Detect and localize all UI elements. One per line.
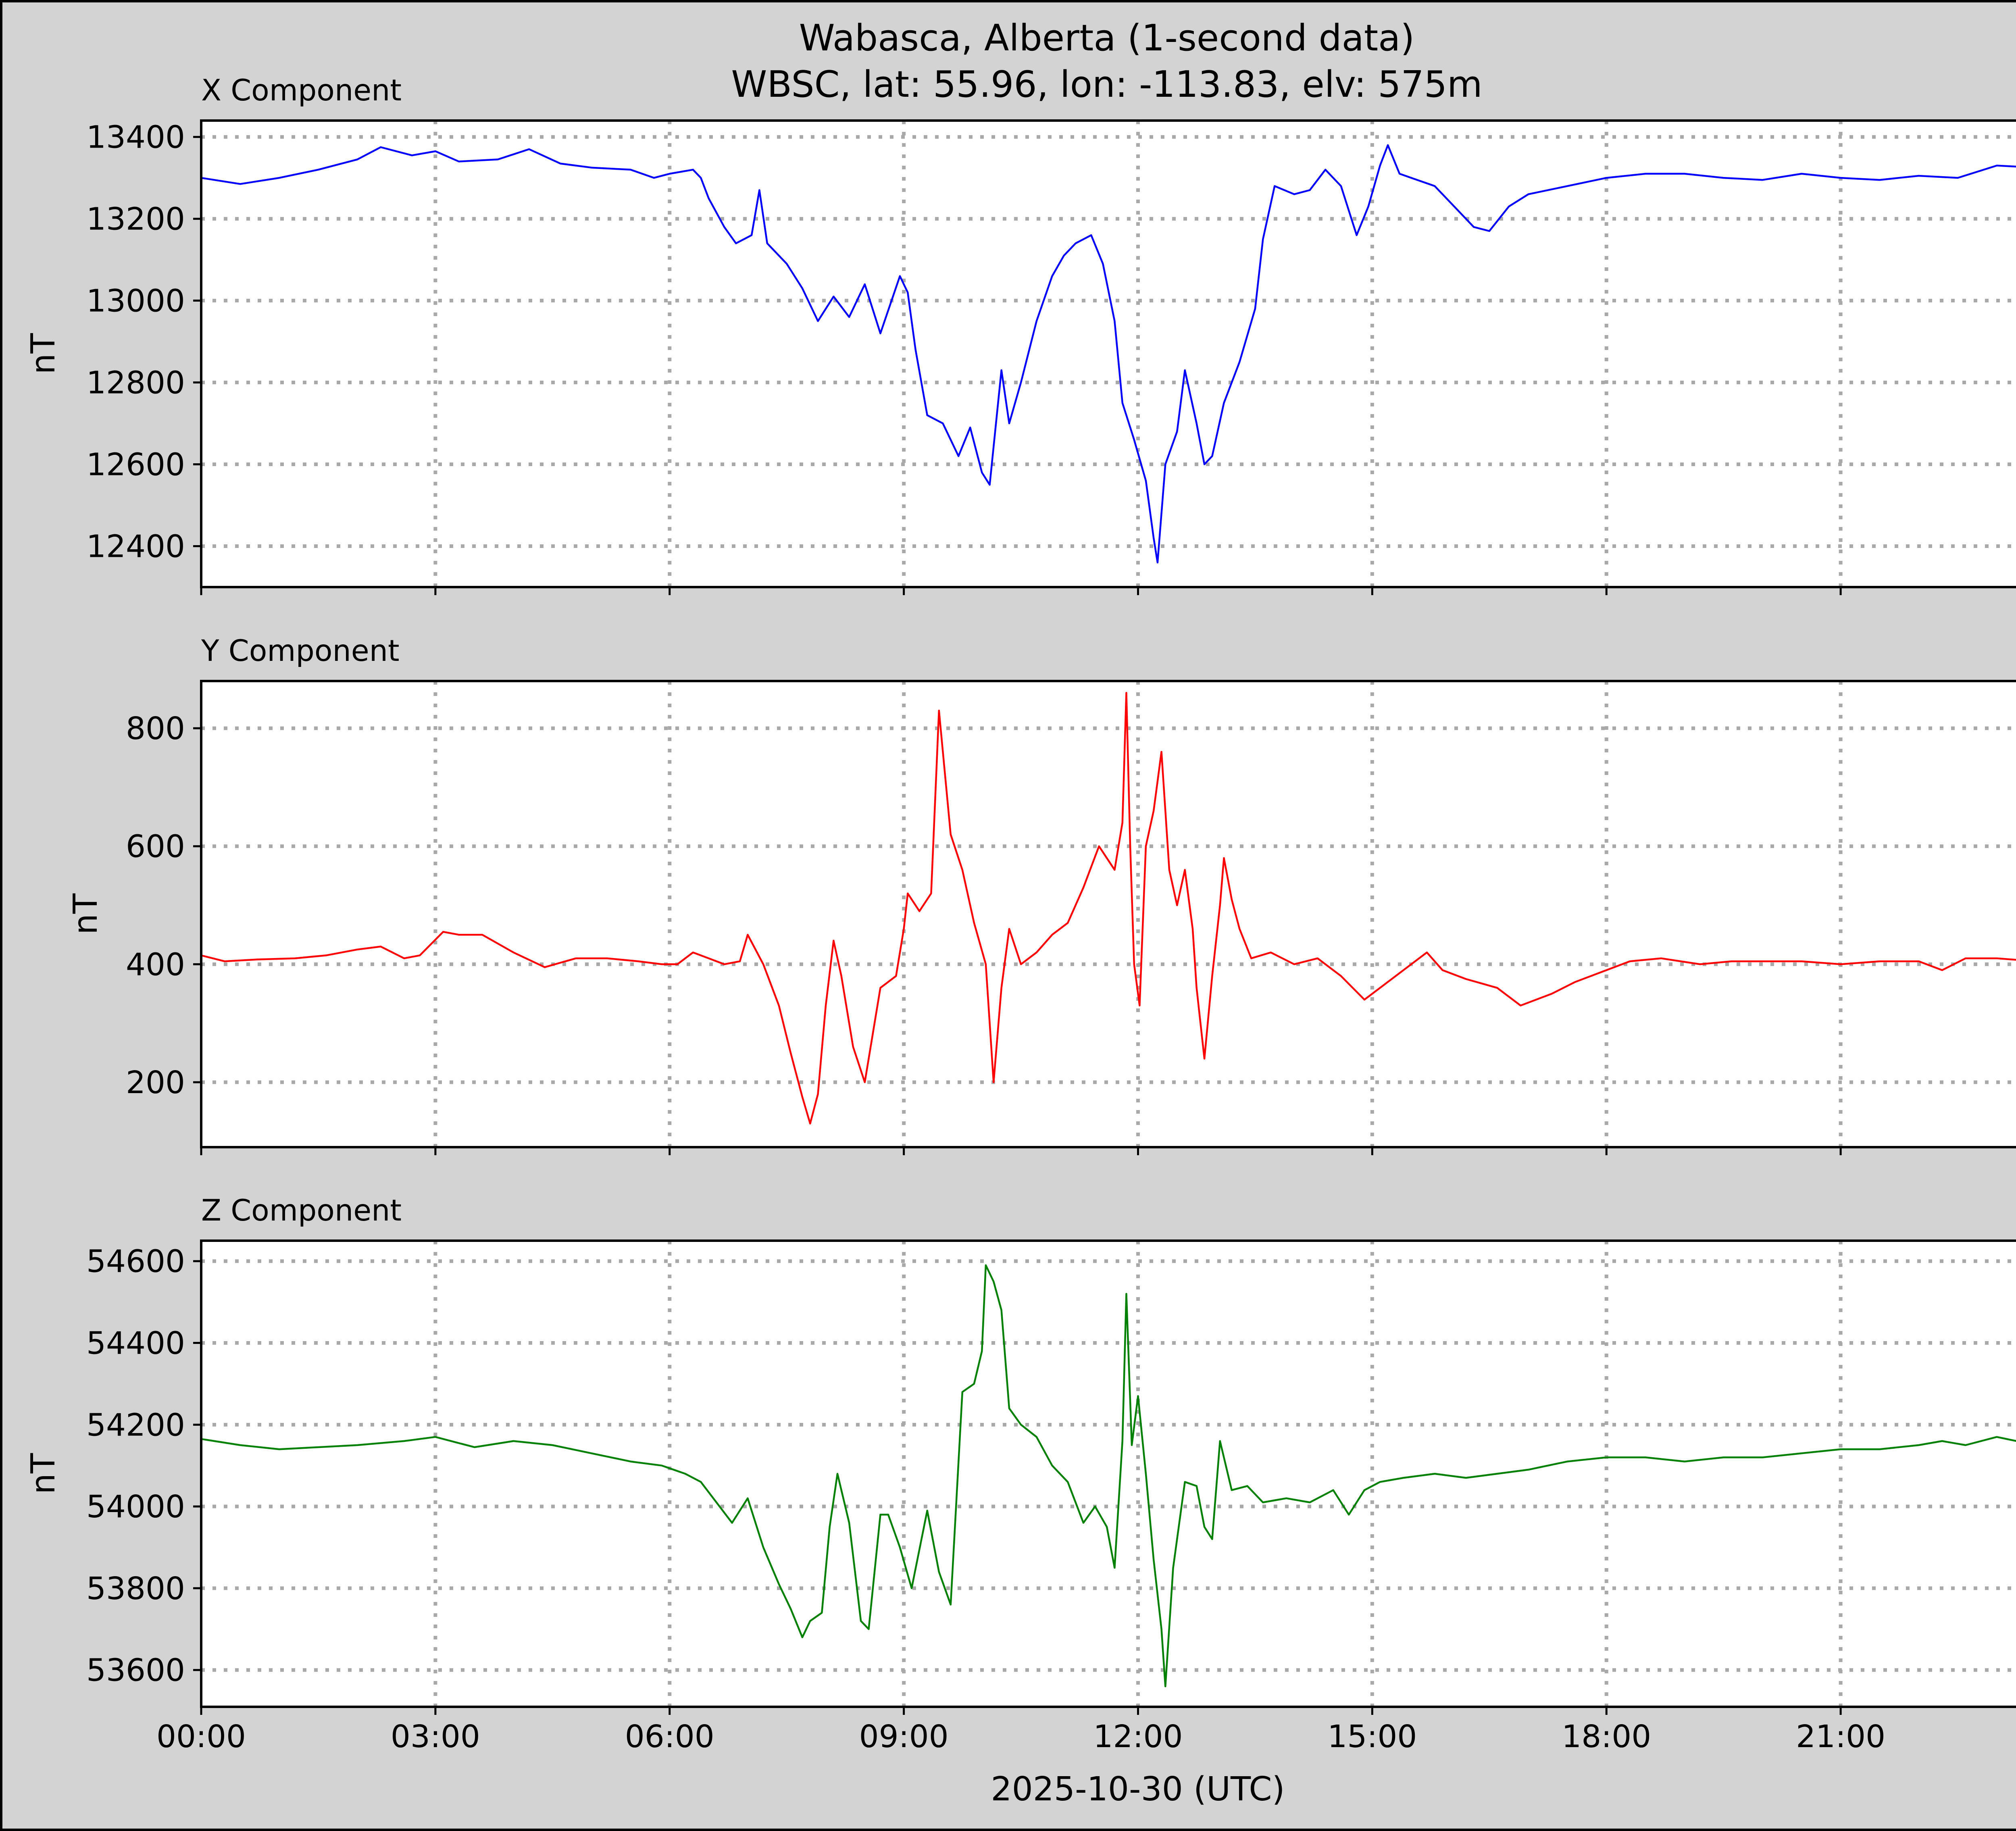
y-tick-label: 600 — [126, 829, 185, 865]
x-tick-label: 09:00 — [859, 1719, 949, 1755]
y-tick-label: 53600 — [86, 1653, 185, 1689]
plot-area — [201, 1241, 2016, 1707]
figure-title-line2: WBSC, lat: 55.96, lon: -113.83, elv: 575… — [731, 63, 1482, 106]
y-tick-label: 12600 — [86, 447, 185, 483]
y-tick-label: 53800 — [86, 1571, 185, 1607]
x-tick-label: 12:00 — [1093, 1719, 1183, 1755]
y-tick-label: 12800 — [86, 365, 185, 401]
y-tick-label: 400 — [126, 947, 185, 983]
panel-z-component: 53600 53800 54000 54200 54400 54600 00:00 03:00… — [24, 1194, 2016, 1755]
x-tick-label: 00:00 — [156, 1719, 246, 1755]
panel-title: Z Component — [201, 1194, 402, 1228]
x-tick-label: 06:00 — [625, 1719, 714, 1755]
panel-title: X Component — [201, 73, 402, 108]
series-line — [201, 692, 2016, 1125]
y-tick-label: 54000 — [86, 1489, 185, 1525]
x-tick-label: 15:00 — [1327, 1719, 1417, 1755]
plot-area — [201, 121, 2016, 587]
y-axis-label: nT — [24, 333, 62, 375]
y-tick-label: 13200 — [86, 202, 185, 237]
panel-title: Y Component — [201, 634, 400, 668]
figure-title-line1: Wabasca, Alberta (1-second data) — [799, 17, 1415, 59]
panel-x-component: 12400 12600 12800 13000 13200 13400 X Componen… — [24, 73, 2016, 595]
y-tick-label: 12400 — [86, 529, 185, 565]
y-tick-label: 54200 — [86, 1407, 185, 1443]
y-axis-label: nT — [24, 1453, 62, 1494]
series-line — [201, 144, 2016, 564]
y-tick-label: 200 — [126, 1065, 185, 1101]
y-tick-label: 800 — [126, 711, 185, 747]
y-tick-label: 54600 — [86, 1244, 185, 1280]
x-tick-label: 21:00 — [1796, 1719, 1885, 1755]
series-line — [201, 1264, 2016, 1687]
plot-area — [201, 681, 2016, 1147]
y-tick-label: 54400 — [86, 1326, 185, 1362]
y-tick-label: 13000 — [86, 283, 185, 319]
x-tick-label: 03:00 — [391, 1719, 480, 1755]
x-axis-label: 2025-10-30 (UTC) — [991, 1770, 1285, 1808]
x-tick-label: 18:00 — [1562, 1719, 1651, 1755]
panel-y-component: 200 400 600 800 Y Component nT — [67, 634, 2016, 1155]
y-axis-label: nT — [67, 893, 105, 935]
y-tick-label: 13400 — [86, 120, 185, 156]
